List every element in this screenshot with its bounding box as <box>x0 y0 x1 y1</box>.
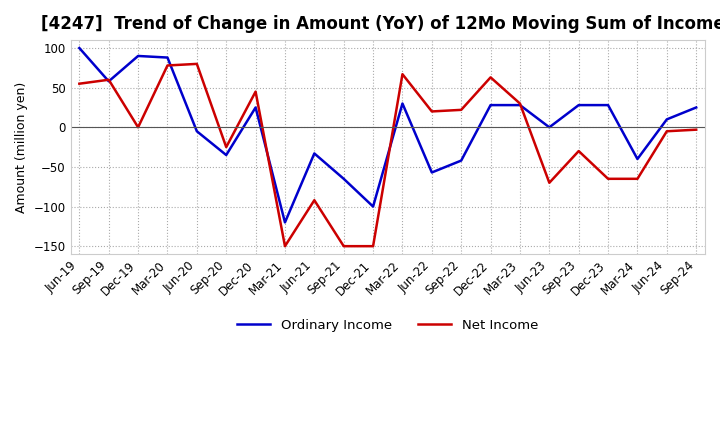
Net Income <box>163 63 172 68</box>
Net Income <box>192 61 201 66</box>
Net Income <box>75 81 84 86</box>
Ordinary Income <box>516 103 524 108</box>
Ordinary Income <box>633 156 642 161</box>
Line: Net Income: Net Income <box>79 64 696 246</box>
Legend: Ordinary Income, Net Income: Ordinary Income, Net Income <box>232 314 544 337</box>
Ordinary Income <box>163 55 172 60</box>
Net Income <box>281 243 289 249</box>
Ordinary Income <box>457 158 466 163</box>
Net Income <box>486 75 495 80</box>
Ordinary Income <box>662 117 671 122</box>
Title: [4247]  Trend of Change in Amount (YoY) of 12Mo Moving Sum of Incomes: [4247] Trend of Change in Amount (YoY) o… <box>41 15 720 33</box>
Net Income <box>633 176 642 181</box>
Ordinary Income <box>428 170 436 175</box>
Net Income <box>310 198 319 203</box>
Net Income <box>369 243 377 249</box>
Net Income <box>575 148 583 154</box>
Net Income <box>516 101 524 106</box>
Ordinary Income <box>281 220 289 225</box>
Ordinary Income <box>192 128 201 134</box>
Net Income <box>457 107 466 113</box>
Ordinary Income <box>575 103 583 108</box>
Ordinary Income <box>604 103 613 108</box>
Net Income <box>545 180 554 185</box>
Ordinary Income <box>222 152 230 158</box>
Ordinary Income <box>398 101 407 106</box>
Line: Ordinary Income: Ordinary Income <box>79 48 696 222</box>
Net Income <box>692 127 701 132</box>
Net Income <box>662 128 671 134</box>
Net Income <box>604 176 613 181</box>
Net Income <box>339 243 348 249</box>
Ordinary Income <box>134 53 143 59</box>
Ordinary Income <box>545 125 554 130</box>
Net Income <box>134 125 143 130</box>
Ordinary Income <box>692 105 701 110</box>
Ordinary Income <box>75 45 84 51</box>
Net Income <box>222 144 230 150</box>
Ordinary Income <box>369 204 377 209</box>
Ordinary Income <box>310 151 319 156</box>
Net Income <box>398 72 407 77</box>
Net Income <box>428 109 436 114</box>
Ordinary Income <box>251 105 260 110</box>
Net Income <box>104 77 113 82</box>
Ordinary Income <box>339 176 348 181</box>
Net Income <box>251 89 260 94</box>
Ordinary Income <box>104 79 113 84</box>
Y-axis label: Amount (million yen): Amount (million yen) <box>15 81 28 213</box>
Ordinary Income <box>486 103 495 108</box>
